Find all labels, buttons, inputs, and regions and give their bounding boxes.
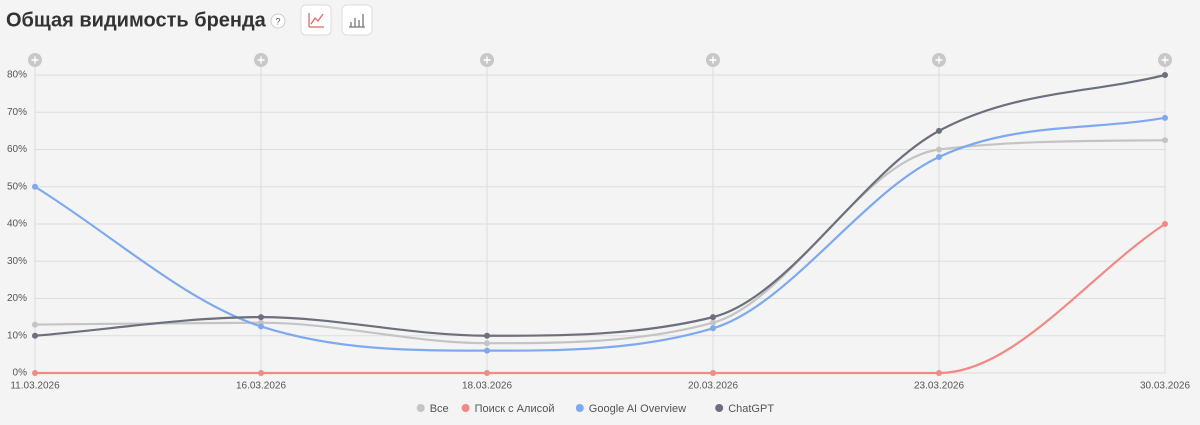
legend-label: Все (430, 403, 449, 415)
add-note-button[interactable] (706, 53, 720, 67)
data-point (1162, 72, 1168, 78)
data-point (484, 340, 490, 347)
legend-item[interactable]: Google AI Overview (575, 403, 686, 415)
data-point (32, 370, 38, 376)
legend-label: Поиск с Алисой (475, 403, 555, 415)
data-point (936, 153, 942, 160)
x-tick-label: 18.03.2026 (462, 381, 512, 392)
help-icon[interactable] (270, 13, 286, 29)
legend-item[interactable]: Поиск с Алисой (461, 403, 555, 415)
data-point (32, 183, 38, 190)
legend-item[interactable]: Все (416, 403, 449, 415)
y-tick-label: 80% (7, 70, 27, 81)
chart-title: Общая видимость бренда (6, 9, 267, 31)
add-icon-plus (935, 56, 943, 64)
series-line (34, 73, 1166, 337)
legend: Все Поиск с Алисой Google AI Overview ChatG… (416, 403, 774, 415)
data-point (710, 319, 716, 326)
legend-marker (715, 404, 724, 412)
add-note-button[interactable] (254, 53, 268, 67)
y-tick-label: 0% (13, 368, 28, 379)
x-tick-label: 23.03.2026 (914, 381, 964, 392)
add-icon-plus (483, 56, 491, 64)
data-point (1162, 137, 1168, 144)
y-tick-label: 20% (7, 293, 27, 304)
help-text: ? (275, 16, 280, 26)
y-tick-label: 30% (7, 256, 27, 267)
data-point (32, 332, 38, 339)
add-icon-plus (709, 56, 717, 64)
legend-marker (575, 404, 584, 412)
data-point (1162, 221, 1168, 227)
add-note-button[interactable] (1158, 53, 1172, 67)
series-line (34, 139, 1166, 345)
x-tick-label: 30.03.2026 (1140, 381, 1190, 392)
add-note-button[interactable] (932, 53, 946, 67)
data-point (484, 347, 490, 354)
data-point (936, 146, 942, 153)
y-tick-label: 70% (7, 107, 27, 118)
y-tick-label: 60% (7, 144, 27, 155)
add-icon-plus (31, 56, 39, 64)
data-point (710, 325, 716, 332)
data-point (1162, 114, 1168, 121)
data-point (258, 314, 264, 321)
grid: 0% 10% 20% 30% 40% 50% 60% 70% 80% 11.03.2026 16.0… (7, 53, 1190, 392)
y-tick-label: 10% (7, 330, 27, 341)
line-view-button[interactable] (300, 4, 332, 36)
series-line (34, 116, 1166, 352)
x-tick-label: 20.03.2026 (688, 381, 738, 392)
add-note-button[interactable] (28, 53, 42, 67)
data-point (710, 314, 716, 321)
add-icon-plus (1161, 56, 1169, 64)
data-point (484, 370, 490, 376)
data-point (710, 370, 716, 376)
add-note-button[interactable] (480, 53, 494, 67)
data-point (936, 127, 942, 134)
data-point (936, 370, 942, 376)
y-tick-label: 40% (7, 219, 27, 230)
data-point (32, 321, 38, 328)
series-line (35, 223, 1166, 375)
x-tick-label: 16.03.2026 (236, 381, 286, 392)
legend-item[interactable]: ChatGPT (715, 403, 774, 415)
legend-label: Google AI Overview (589, 403, 686, 415)
data-point (258, 370, 264, 376)
bar-view-button[interactable] (341, 4, 373, 36)
legend-label: ChatGPT (728, 403, 774, 415)
data-point (484, 332, 490, 339)
legend-marker (461, 404, 470, 412)
legend-marker (416, 404, 425, 412)
x-tick-label: 11.03.2026 (10, 381, 60, 392)
y-tick-label: 50% (7, 181, 27, 192)
add-icon-plus (257, 56, 265, 64)
data-point (258, 323, 264, 330)
lines (32, 72, 1168, 376)
